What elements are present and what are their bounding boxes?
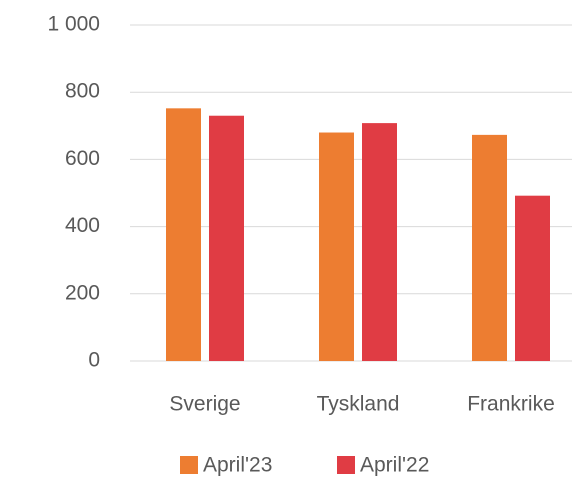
bar	[209, 115, 244, 361]
y-tick-label: 800	[65, 80, 100, 103]
y-tick-label: 0	[88, 349, 100, 372]
legend-swatch	[337, 456, 355, 474]
x-tick-label: Tyskland	[317, 393, 400, 416]
bar	[515, 195, 550, 361]
legend-swatch	[180, 456, 198, 474]
bar	[319, 132, 354, 361]
y-tick-label: 1 000	[47, 13, 100, 36]
y-tick-label: 200	[65, 281, 100, 304]
bar	[472, 134, 507, 361]
y-tick-label: 600	[65, 147, 100, 170]
bar	[362, 123, 397, 361]
x-tick-label: Sverige	[169, 393, 240, 416]
y-tick-label: 400	[65, 214, 100, 237]
legend-label: April'22	[360, 454, 429, 477]
legend-label: April'23	[203, 454, 272, 477]
x-tick-label: Frankrike	[467, 393, 555, 416]
bar	[166, 108, 201, 361]
